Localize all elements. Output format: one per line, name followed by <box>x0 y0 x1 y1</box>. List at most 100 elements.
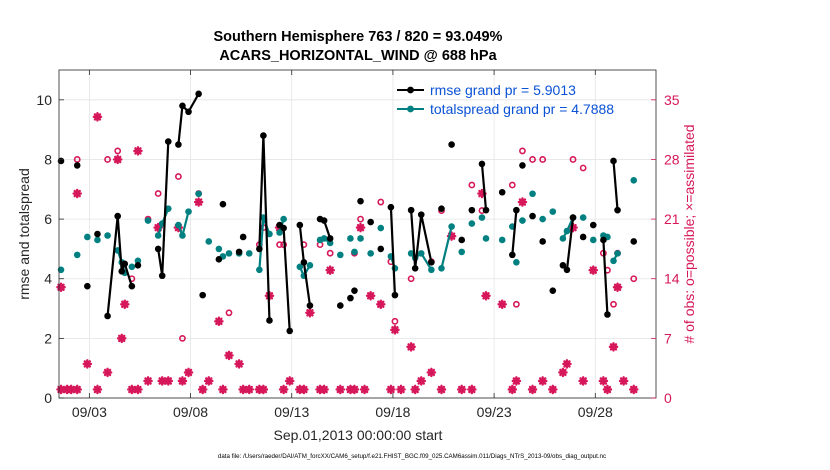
rmse-line-segment <box>612 160 619 211</box>
spread-point <box>377 224 385 232</box>
rmse-point <box>235 248 243 256</box>
obs-assimilated-point <box>244 384 255 395</box>
plot-frame <box>58 69 657 399</box>
obs-assimilated-point <box>349 384 360 395</box>
obs-possible-point <box>519 147 526 155</box>
spread-point <box>357 235 364 242</box>
rmse-point <box>300 259 308 266</box>
obs-possible-point <box>357 215 364 223</box>
obs-assimilated-point <box>56 282 66 293</box>
obs-assimilated-point <box>305 308 315 318</box>
spread-point <box>296 263 304 271</box>
obs-possible-point <box>539 156 547 163</box>
rmse-point <box>589 221 597 229</box>
rmse-point <box>417 211 425 218</box>
obs-assimilated-point <box>299 384 309 395</box>
rmse-point <box>387 203 395 211</box>
rmse-point <box>559 262 567 269</box>
y-tick-label: 0 <box>44 390 52 406</box>
obs-possible-point <box>179 334 186 342</box>
rmse-point <box>260 132 267 139</box>
obs-assimilated-point <box>396 384 406 395</box>
spread-point <box>215 245 223 253</box>
legend-spread-marker <box>407 105 414 113</box>
spread-point <box>347 235 354 242</box>
spread-point <box>276 229 283 236</box>
spread-point <box>320 235 328 242</box>
obs-possible-point <box>73 156 81 163</box>
legend-rmse-label: rmse grand pr = 5.9013 <box>430 82 576 98</box>
obs-assimilated-point <box>133 146 143 156</box>
rmse-point <box>175 141 182 148</box>
obs-possible-point <box>407 275 415 283</box>
rmse-point <box>610 157 617 165</box>
rmse-point <box>377 245 385 253</box>
rmse-point <box>280 224 287 232</box>
spread-point <box>458 248 466 256</box>
obs-assimilated-point <box>177 376 188 386</box>
rmse-point <box>563 266 571 274</box>
spread-point <box>256 266 263 274</box>
rmse-point <box>158 272 166 280</box>
rmse-point <box>336 302 344 309</box>
obs-assimilated-point <box>416 376 427 386</box>
rmse-point <box>195 90 202 98</box>
spread-point <box>407 250 415 257</box>
spread-point <box>185 208 192 215</box>
spread-point <box>614 250 621 257</box>
obs-assimilated-point <box>618 376 629 386</box>
rmse-point <box>118 267 126 275</box>
rmse-point <box>266 317 273 324</box>
obs-assimilated-point <box>481 290 491 301</box>
rmse-point <box>391 291 399 299</box>
rmse-point <box>600 236 607 244</box>
y2-tick-label: 35 <box>664 92 680 108</box>
obs-possible-point <box>154 190 162 197</box>
obs-assimilated-point <box>507 384 518 395</box>
spread-point <box>128 263 136 271</box>
rmse-point <box>73 162 81 169</box>
rmse-point <box>219 200 227 208</box>
obs-assimilated-point <box>92 112 103 122</box>
obs-assimilated-point <box>234 359 244 369</box>
obs-assimilated-point <box>410 384 420 395</box>
rmse-point <box>438 205 445 212</box>
obs-assimilated-point <box>133 384 143 395</box>
obs-assimilated-point <box>319 384 329 395</box>
obs-assimilated-point <box>537 376 548 386</box>
obs-assimilated-point <box>284 376 295 386</box>
rmse-point <box>256 245 263 253</box>
rmse-point <box>347 294 354 302</box>
obs-assimilated-point <box>359 384 370 395</box>
obs-assimilated-point <box>143 376 153 386</box>
rmse-point <box>509 251 516 259</box>
spread-point <box>73 251 81 259</box>
rmse-point <box>614 206 621 214</box>
rmse-point <box>326 235 334 242</box>
rmse-point <box>94 230 101 238</box>
rmse-point <box>104 312 111 320</box>
obs-assimilated-point <box>197 384 208 395</box>
axes: 09/03 09/08 09/13 09/18 09/23 09/28 0 2 4 6 8 10 0 7 1… <box>36 70 680 420</box>
rmse-point <box>320 217 328 224</box>
rmse-point <box>367 218 374 226</box>
obs-possible-point <box>104 156 111 163</box>
spread-point <box>245 250 253 257</box>
rmse-point <box>306 302 314 309</box>
obs-possible-point <box>569 156 577 163</box>
rmse-point <box>296 221 304 229</box>
rmse-point <box>579 233 587 241</box>
rmse-point <box>604 311 611 318</box>
obs-assimilated-point <box>119 299 130 310</box>
spread-point <box>448 223 455 230</box>
series-layer <box>56 90 639 395</box>
obs-assimilated-point <box>82 359 93 369</box>
spread-point <box>468 220 476 227</box>
obs-assimilated-point <box>116 333 127 344</box>
obs-possible-point <box>225 309 233 317</box>
y-tick-label: 8 <box>44 151 52 167</box>
y2-tick-label: 7 <box>664 330 672 346</box>
obs-assimilated-point <box>112 154 123 165</box>
spread-point <box>164 205 172 212</box>
